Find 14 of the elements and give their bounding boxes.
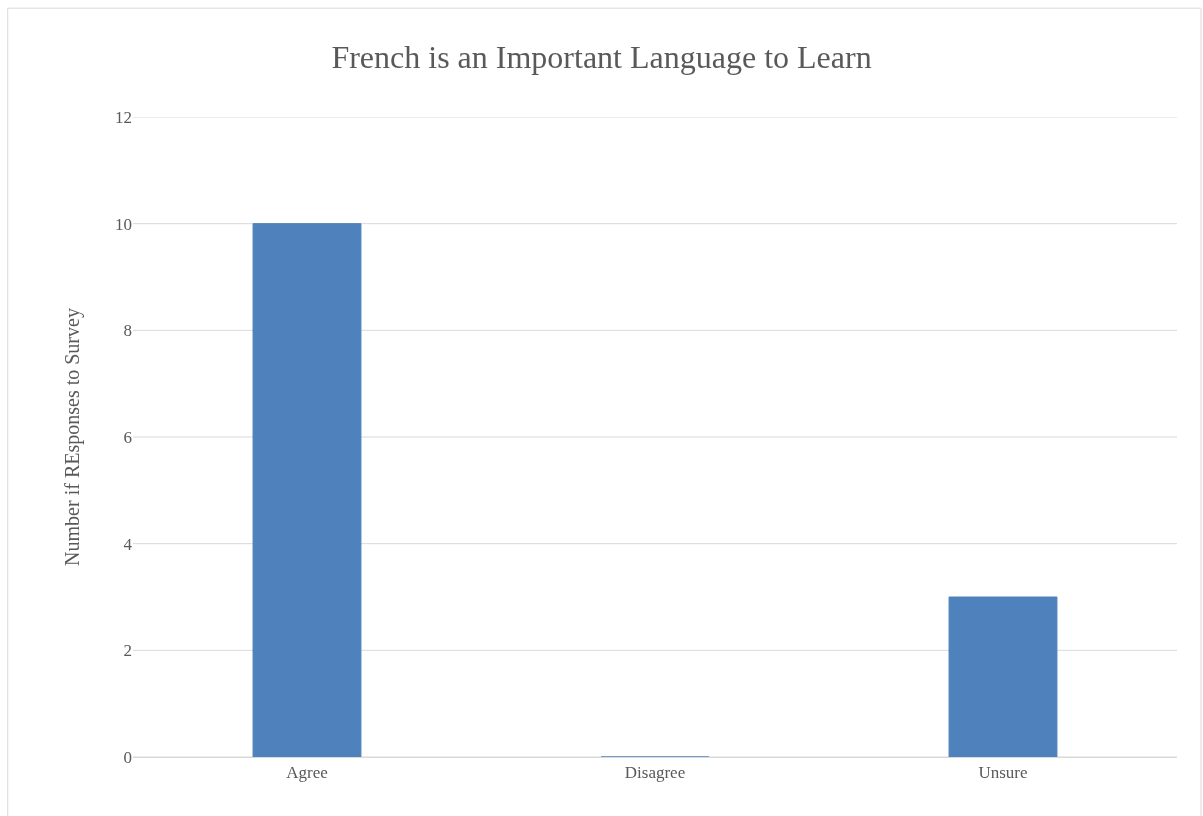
y-axis-title: Number if REsponses to Survey <box>60 308 84 566</box>
y-tick-label: 12 <box>115 107 132 127</box>
bar <box>252 223 362 757</box>
x-tick-label: Agree <box>286 763 328 783</box>
x-tick-label: Disagree <box>624 763 686 783</box>
y-tick-label: 0 <box>123 747 132 767</box>
bar <box>948 596 1058 757</box>
y-tick-label: 6 <box>123 427 132 447</box>
y-tick-label: 4 <box>123 534 133 554</box>
y-tick-label: 2 <box>123 641 132 661</box>
y-tick-label: 10 <box>115 214 132 234</box>
x-tick-label: Unsure <box>978 763 1028 783</box>
y-tick-label: 8 <box>123 321 132 341</box>
chart-title: French is an Important Language to Learn <box>331 39 872 76</box>
